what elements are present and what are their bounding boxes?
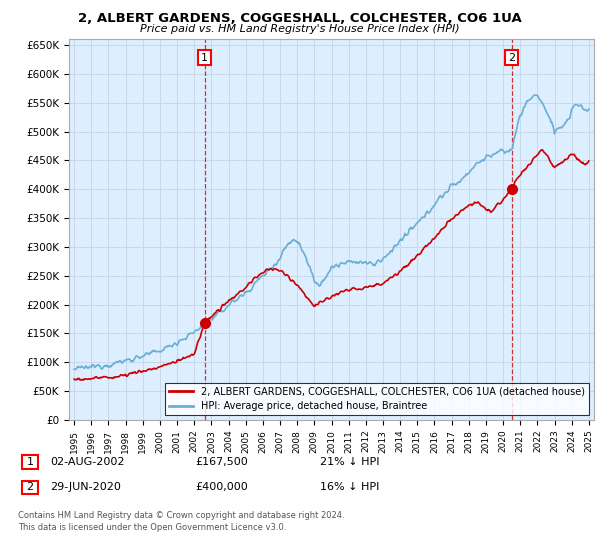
Text: £400,000: £400,000 <box>195 482 248 492</box>
Text: 2: 2 <box>508 53 515 63</box>
Text: 1: 1 <box>26 457 34 467</box>
Text: 02-AUG-2002: 02-AUG-2002 <box>50 457 125 467</box>
Text: 2, ALBERT GARDENS, COGGESHALL, COLCHESTER, CO6 1UA: 2, ALBERT GARDENS, COGGESHALL, COLCHESTE… <box>78 12 522 25</box>
FancyBboxPatch shape <box>22 455 38 469</box>
Legend: 2, ALBERT GARDENS, COGGESHALL, COLCHESTER, CO6 1UA (detached house), HPI: Averag: 2, ALBERT GARDENS, COGGESHALL, COLCHESTE… <box>165 382 589 415</box>
Text: Price paid vs. HM Land Registry's House Price Index (HPI): Price paid vs. HM Land Registry's House … <box>140 24 460 34</box>
Text: 16% ↓ HPI: 16% ↓ HPI <box>320 482 379 492</box>
Text: 29-JUN-2020: 29-JUN-2020 <box>50 482 121 492</box>
Text: 1: 1 <box>201 53 208 63</box>
Text: 21% ↓ HPI: 21% ↓ HPI <box>320 457 380 467</box>
FancyBboxPatch shape <box>22 480 38 494</box>
Text: £167,500: £167,500 <box>195 457 248 467</box>
Text: This data is licensed under the Open Government Licence v3.0.: This data is licensed under the Open Gov… <box>18 523 286 532</box>
Text: 2: 2 <box>26 482 34 492</box>
Text: Contains HM Land Registry data © Crown copyright and database right 2024.: Contains HM Land Registry data © Crown c… <box>18 511 344 520</box>
